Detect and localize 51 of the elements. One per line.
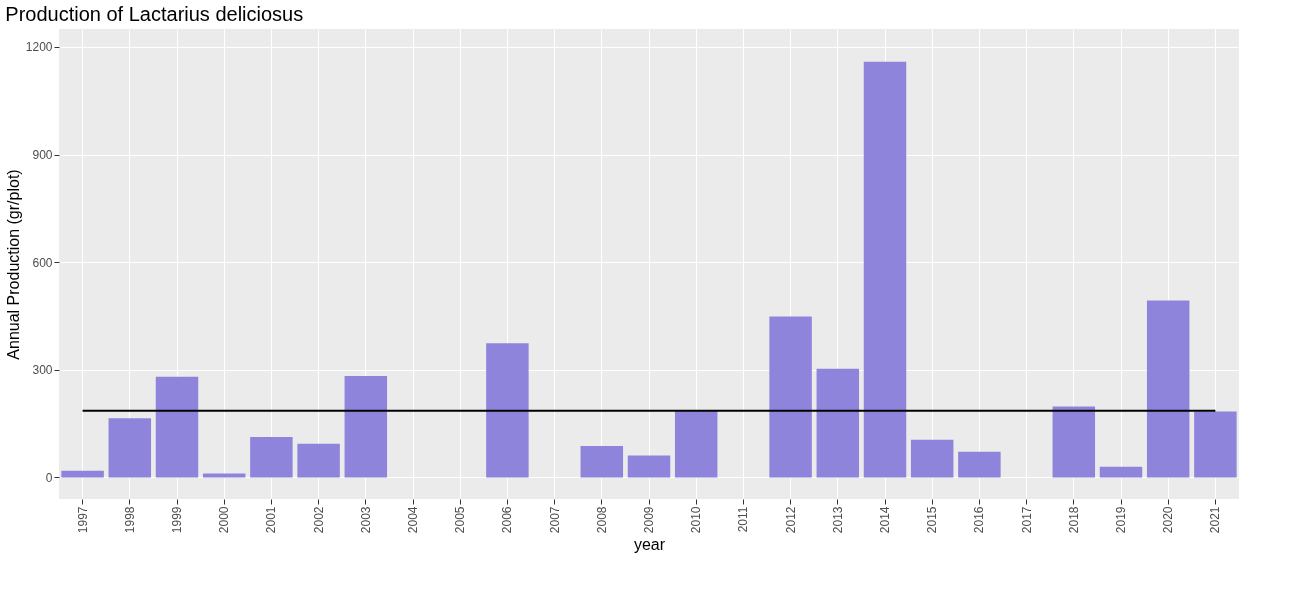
x-tick-label: 2019 (1114, 506, 1128, 534)
y-tick-label: 600 (32, 255, 53, 270)
x-tick-label: 1998 (122, 506, 137, 534)
bar (1052, 406, 1096, 478)
x-tick-label: 2006 (500, 506, 515, 534)
x-tick-label: 2004 (406, 506, 420, 534)
x-tick-label: 2018 (1066, 506, 1081, 534)
bar (108, 418, 152, 478)
bar (863, 61, 907, 478)
bar (580, 445, 624, 478)
x-tick-label: 2020 (1161, 506, 1176, 534)
bar (1099, 466, 1143, 478)
y-axis-title: Annual Production (gr/plot) (4, 169, 22, 360)
x-tick-label: 2010 (689, 506, 704, 534)
x-tick-label: 2007 (547, 506, 562, 534)
bar (1146, 300, 1190, 478)
x-tick-label: 1999 (170, 506, 184, 534)
x-tick-label: 2000 (217, 506, 232, 534)
x-tick-label: 2012 (783, 506, 798, 534)
x-axis-title: year (633, 536, 666, 554)
y-tick-label: 900 (32, 148, 53, 163)
bar (627, 455, 671, 478)
x-tick-label: 2001 (264, 506, 279, 534)
bar (155, 376, 199, 478)
bar (344, 375, 388, 478)
x-tick-label: 2017 (1019, 506, 1034, 534)
bar (674, 410, 718, 478)
bar (958, 451, 1001, 478)
bar (250, 436, 293, 478)
x-tick-label: 2003 (358, 506, 373, 534)
y-tick-label: 1200 (25, 40, 53, 55)
x-tick-label: 2014 (878, 506, 892, 534)
x-tick-label: 2002 (311, 506, 326, 534)
y-tick-label: 0 (45, 470, 53, 485)
bar (816, 368, 860, 478)
x-tick-label: 2021 (1208, 506, 1223, 534)
bar (486, 343, 529, 478)
x-tick-label: 2008 (594, 506, 609, 534)
bar (1194, 411, 1237, 478)
x-tick-label: 2013 (830, 506, 845, 534)
x-tick-label: 1997 (75, 506, 90, 534)
x-tick-label: 2005 (453, 506, 468, 534)
x-tick-label: 2009 (642, 506, 656, 534)
x-tick-label: 2011 (736, 506, 751, 533)
chart-title: Production of Lactarius deliciosus (5, 3, 304, 25)
x-tick-label: 2016 (972, 506, 987, 534)
y-tick-label: 300 (32, 363, 53, 378)
x-tick-label: 2015 (925, 506, 940, 534)
bar (769, 316, 812, 478)
bar (297, 443, 340, 478)
bar (910, 439, 954, 478)
